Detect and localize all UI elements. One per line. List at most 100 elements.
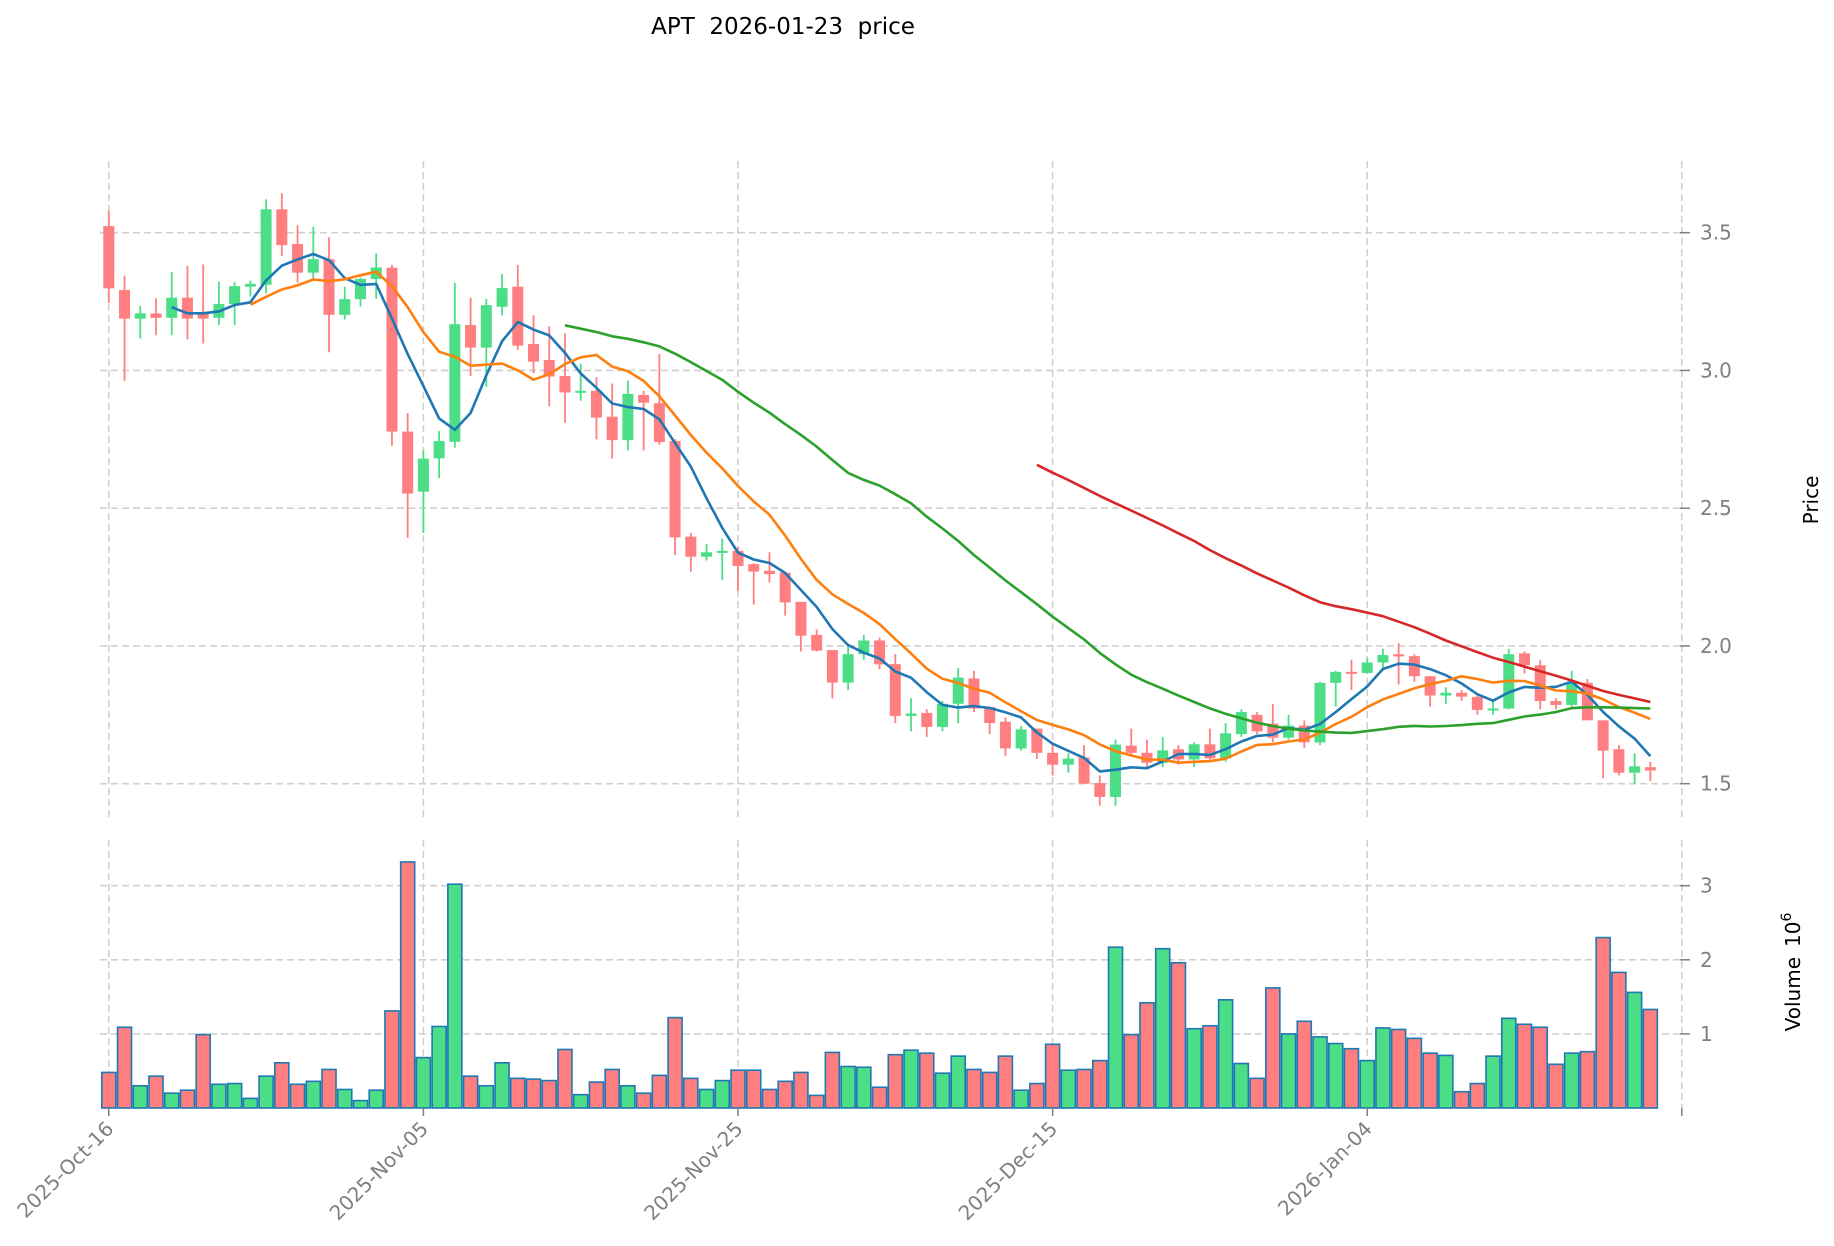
candle-body — [1613, 749, 1625, 773]
candle-body — [229, 286, 241, 305]
volume-bar — [1390, 1028, 1407, 1109]
volume-axis-label: Volume 106 — [1779, 913, 1805, 1032]
candle-body — [354, 278, 366, 300]
candle — [1456, 690, 1468, 702]
candle — [1330, 670, 1342, 707]
candle-body — [1597, 720, 1609, 751]
candle — [1062, 753, 1074, 773]
candle — [386, 264, 398, 446]
volume-bar — [1595, 936, 1611, 1109]
volume-bar — [635, 1092, 652, 1109]
volume-bar — [1548, 1063, 1564, 1109]
volume-bar — [808, 1094, 825, 1109]
candle-body — [905, 713, 917, 716]
volume-bar — [1249, 1077, 1265, 1109]
candle — [905, 698, 917, 732]
candle — [103, 210, 115, 303]
volume-tick-label: 3 — [1700, 874, 1713, 898]
volume-bar — [1296, 1020, 1313, 1109]
candle-body — [968, 678, 980, 709]
candle — [1503, 648, 1515, 710]
volume-bar — [462, 1075, 479, 1109]
candle — [150, 298, 162, 336]
candle — [465, 297, 477, 376]
candle-body — [1204, 744, 1216, 759]
candle — [811, 629, 823, 652]
ma10-line — [249, 270, 1651, 765]
candle — [1235, 709, 1247, 737]
candle-body — [1062, 758, 1074, 765]
volume-bar — [1359, 1059, 1375, 1109]
volume-bar — [1123, 1033, 1140, 1109]
candle — [638, 390, 650, 451]
candle-body — [496, 288, 508, 307]
volume-bar — [1626, 991, 1643, 1109]
candle-body — [685, 536, 697, 557]
volume-bar — [211, 1083, 227, 1109]
volume-bar — [1438, 1054, 1454, 1109]
candle-body — [811, 634, 823, 651]
candle-body — [1408, 656, 1420, 677]
volume-bar — [384, 1010, 400, 1109]
volume-bar — [761, 1088, 778, 1109]
candle — [779, 571, 791, 616]
price-tick-label: 2.0 — [1700, 634, 1732, 658]
volume-bar — [368, 1089, 385, 1109]
ma60-line — [1036, 463, 1651, 704]
volume-tick-label: 2 — [1700, 948, 1713, 972]
candle — [276, 193, 288, 256]
candle — [292, 225, 304, 283]
candle — [622, 380, 634, 451]
volume-bar — [777, 1080, 793, 1109]
volume-bar — [981, 1071, 998, 1109]
candle — [795, 601, 807, 652]
ma30-line — [564, 324, 1651, 735]
candle-body — [1424, 676, 1436, 696]
candle — [1424, 676, 1436, 707]
volume-bar — [163, 1092, 180, 1109]
candle — [763, 552, 775, 583]
volume-bar — [148, 1075, 164, 1109]
volume-bar — [1186, 1027, 1202, 1109]
candle — [197, 264, 209, 344]
x-tick-label: 2025-Dec-15 — [954, 1117, 1063, 1226]
x-tick-label: 2025-Oct-16 — [12, 1117, 118, 1223]
volume-bar — [824, 1051, 841, 1109]
candle-body — [134, 313, 146, 319]
price-tick-label: 3.5 — [1700, 221, 1732, 245]
candle-body — [858, 640, 870, 655]
candle — [669, 439, 681, 556]
volume-bar — [793, 1071, 809, 1109]
x-tick-label: 2025-Nov-05 — [325, 1117, 433, 1225]
candle — [606, 383, 618, 459]
candle-body — [1629, 766, 1641, 773]
candle — [921, 709, 933, 737]
chart-title: APT 2026-01-23 price — [651, 14, 915, 40]
candle — [528, 315, 540, 374]
candle-body — [1487, 708, 1499, 711]
volume-bar — [1422, 1052, 1438, 1109]
candle — [1361, 658, 1373, 674]
candle-body — [748, 564, 760, 572]
candle — [134, 305, 146, 339]
candle-body — [1188, 744, 1200, 760]
volume-bar — [352, 1099, 369, 1109]
volume-bar — [557, 1048, 573, 1109]
candle — [323, 237, 335, 353]
volume-bar — [1563, 1052, 1580, 1109]
candle — [417, 450, 429, 533]
volume-bar — [541, 1079, 558, 1109]
volume-bar — [179, 1089, 196, 1109]
volume-exponent: 6 — [1779, 913, 1795, 922]
volume-bar — [683, 1077, 699, 1109]
candle-body — [1581, 682, 1593, 721]
candle — [1314, 681, 1326, 746]
volume-bar — [1202, 1024, 1218, 1109]
candle-body — [1456, 692, 1468, 697]
volume-bar — [1485, 1055, 1501, 1109]
candle — [1047, 742, 1059, 776]
volume-bar — [934, 1072, 951, 1109]
price-tick-label: 3.0 — [1700, 358, 1732, 382]
candle-body — [1550, 701, 1562, 705]
